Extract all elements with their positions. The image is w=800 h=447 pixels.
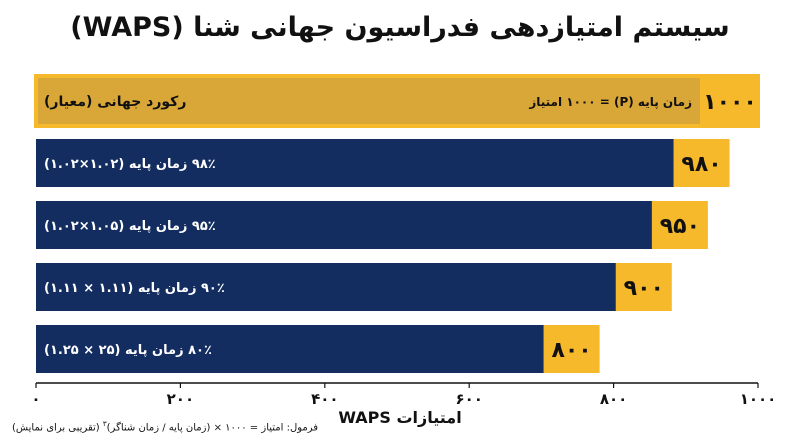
bar bbox=[36, 201, 652, 249]
bar-label: ۹۸٪ زمان پایه (۱.۰۲×۱.۰۲) bbox=[44, 157, 216, 172]
bar-label: ۹۵٪ زمان پایه (۱.۰۵×۱.۰۲) bbox=[44, 219, 216, 234]
bar-value-label: ۹۰۰ bbox=[624, 276, 664, 301]
bar-value-box bbox=[673, 139, 730, 187]
x-tick-label: ۰ bbox=[31, 390, 40, 408]
x-axis: ۰ ۲۰۰ ۴۰۰ ۶۰۰ ۸۰۰ ۱۰۰۰ bbox=[31, 382, 777, 408]
bar-value-box bbox=[651, 201, 708, 249]
x-tick-label: ۸۰۰ bbox=[600, 390, 627, 408]
x-tick-label: ۲۰۰ bbox=[167, 390, 194, 408]
x-tick-label: ۴۰۰ bbox=[311, 390, 338, 408]
bars-layer: رکورد جهانی (معیار) زمان پایه (P) = ۱۰۰۰ … bbox=[34, 74, 760, 373]
bar-value-label: ۹۵۰ bbox=[660, 214, 700, 239]
x-tick-label: ۶۰۰ bbox=[455, 390, 482, 408]
bar-label: ۹۰٪ زمان پایه (۱.۱۱ × ۱.۱۱) bbox=[44, 281, 225, 296]
bar-label: ۸۰٪ زمان پایه (۲۵ × ۱.۲۵) bbox=[44, 343, 212, 358]
x-tick-label: ۱۰۰۰ bbox=[740, 390, 777, 408]
bar-value-label: ۱۰۰۰ bbox=[703, 90, 757, 115]
bar-group: ۸۰٪ زمان پایه (۲۵ × ۱.۲۵) ۸۰۰ bbox=[36, 325, 600, 373]
formula-exponent: ۳ bbox=[102, 420, 107, 428]
bar-group: رکورد جهانی (معیار) زمان پایه (P) = ۱۰۰۰ … bbox=[34, 74, 760, 128]
bar-value-box bbox=[543, 325, 600, 373]
bar-group: ۹۸٪ زمان پایه (۱.۰۲×۱.۰۲) ۹۸۰ bbox=[36, 139, 730, 187]
bar-value-label: ۸۰۰ bbox=[551, 338, 591, 363]
formula-note: فرمول: امتیاز = ۱۰۰۰ × (زمان پایه / زمان… bbox=[12, 420, 342, 433]
bar-group: ۹۵٪ زمان پایه (۱.۰۵×۱.۰۲) ۹۵۰ bbox=[36, 201, 708, 249]
formula-text: فرمول: امتیاز = ۱۰۰۰ × (زمان پایه / زمان… bbox=[106, 422, 319, 434]
bar bbox=[36, 325, 544, 373]
reference-bar bbox=[38, 78, 700, 124]
bar-group: ۹۰٪ زمان پایه (۱.۱۱ × ۱.۱۱) ۹۰۰ bbox=[36, 263, 672, 311]
x-axis-title: امتیازات WAPS bbox=[338, 408, 462, 427]
chart-title: سیستم امتیازدهی فدراسیون جهانی شنا (WAPS… bbox=[70, 12, 730, 43]
reference-bar-note: زمان پایه (P) = ۱۰۰۰ امتیاز bbox=[528, 95, 692, 109]
bar bbox=[36, 139, 674, 187]
reference-bar-label: رکورد جهانی (معیار) bbox=[44, 94, 186, 110]
formula-suffix: (تقریبی برای نمایش) bbox=[12, 422, 103, 434]
bar-value-box bbox=[615, 263, 672, 311]
bar-value-label: ۹۸۰ bbox=[681, 152, 721, 177]
bar bbox=[36, 263, 616, 311]
